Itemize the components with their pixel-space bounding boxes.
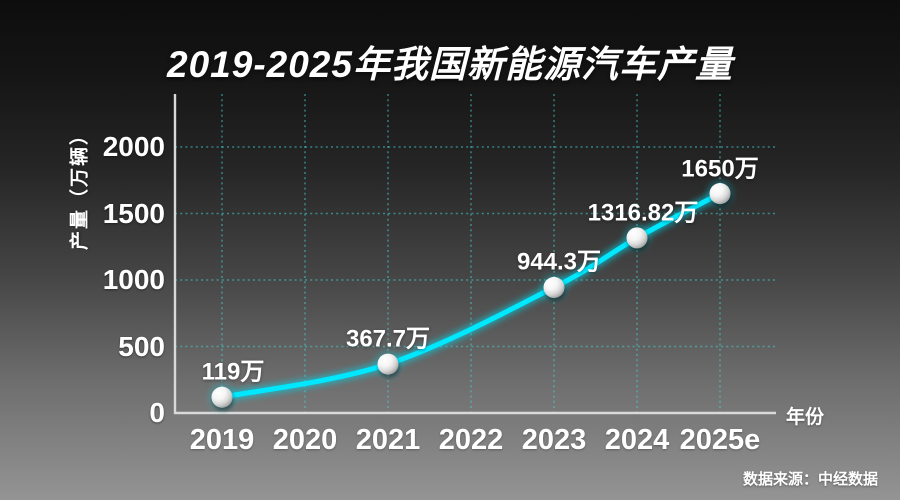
data-point-label: 944.3万 (516, 248, 602, 276)
chart-title: 2019-2025年我国新能源汽车产量 (167, 44, 733, 85)
data-point-marker (543, 276, 565, 298)
x-tick-label: 2019 (189, 424, 255, 456)
y-tick-label: 0 (149, 397, 165, 428)
x-tick-label: 2025e (679, 424, 761, 456)
x-tick-label: 2020 (272, 424, 338, 456)
data-source: 数据来源：中经数据 (742, 471, 878, 488)
x-tick-label: 2024 (604, 424, 670, 456)
x-tick-label: 2022 (438, 424, 504, 456)
y-tick-label: 1500 (102, 197, 165, 229)
data-point-label: 367.7万 (345, 325, 431, 353)
y-tick-label: 1000 (102, 264, 165, 295)
data-point-marker (626, 227, 648, 249)
trend-line (219, 191, 723, 400)
data-point-label: 1650万 (681, 155, 759, 183)
y-tick-label: 2000 (102, 131, 165, 162)
data-point-label: 119万 (201, 358, 265, 386)
x-tick-label: 2021 (355, 424, 421, 456)
x-axis-title: 年份 (786, 407, 825, 428)
data-point-marker (709, 183, 731, 205)
y-tick-label: 500 (118, 330, 165, 362)
data-point-marker (377, 353, 399, 375)
x-tick-label: 2023 (521, 424, 587, 456)
data-point-label: 1316.82万 (587, 199, 699, 227)
data-point-marker (211, 386, 233, 408)
